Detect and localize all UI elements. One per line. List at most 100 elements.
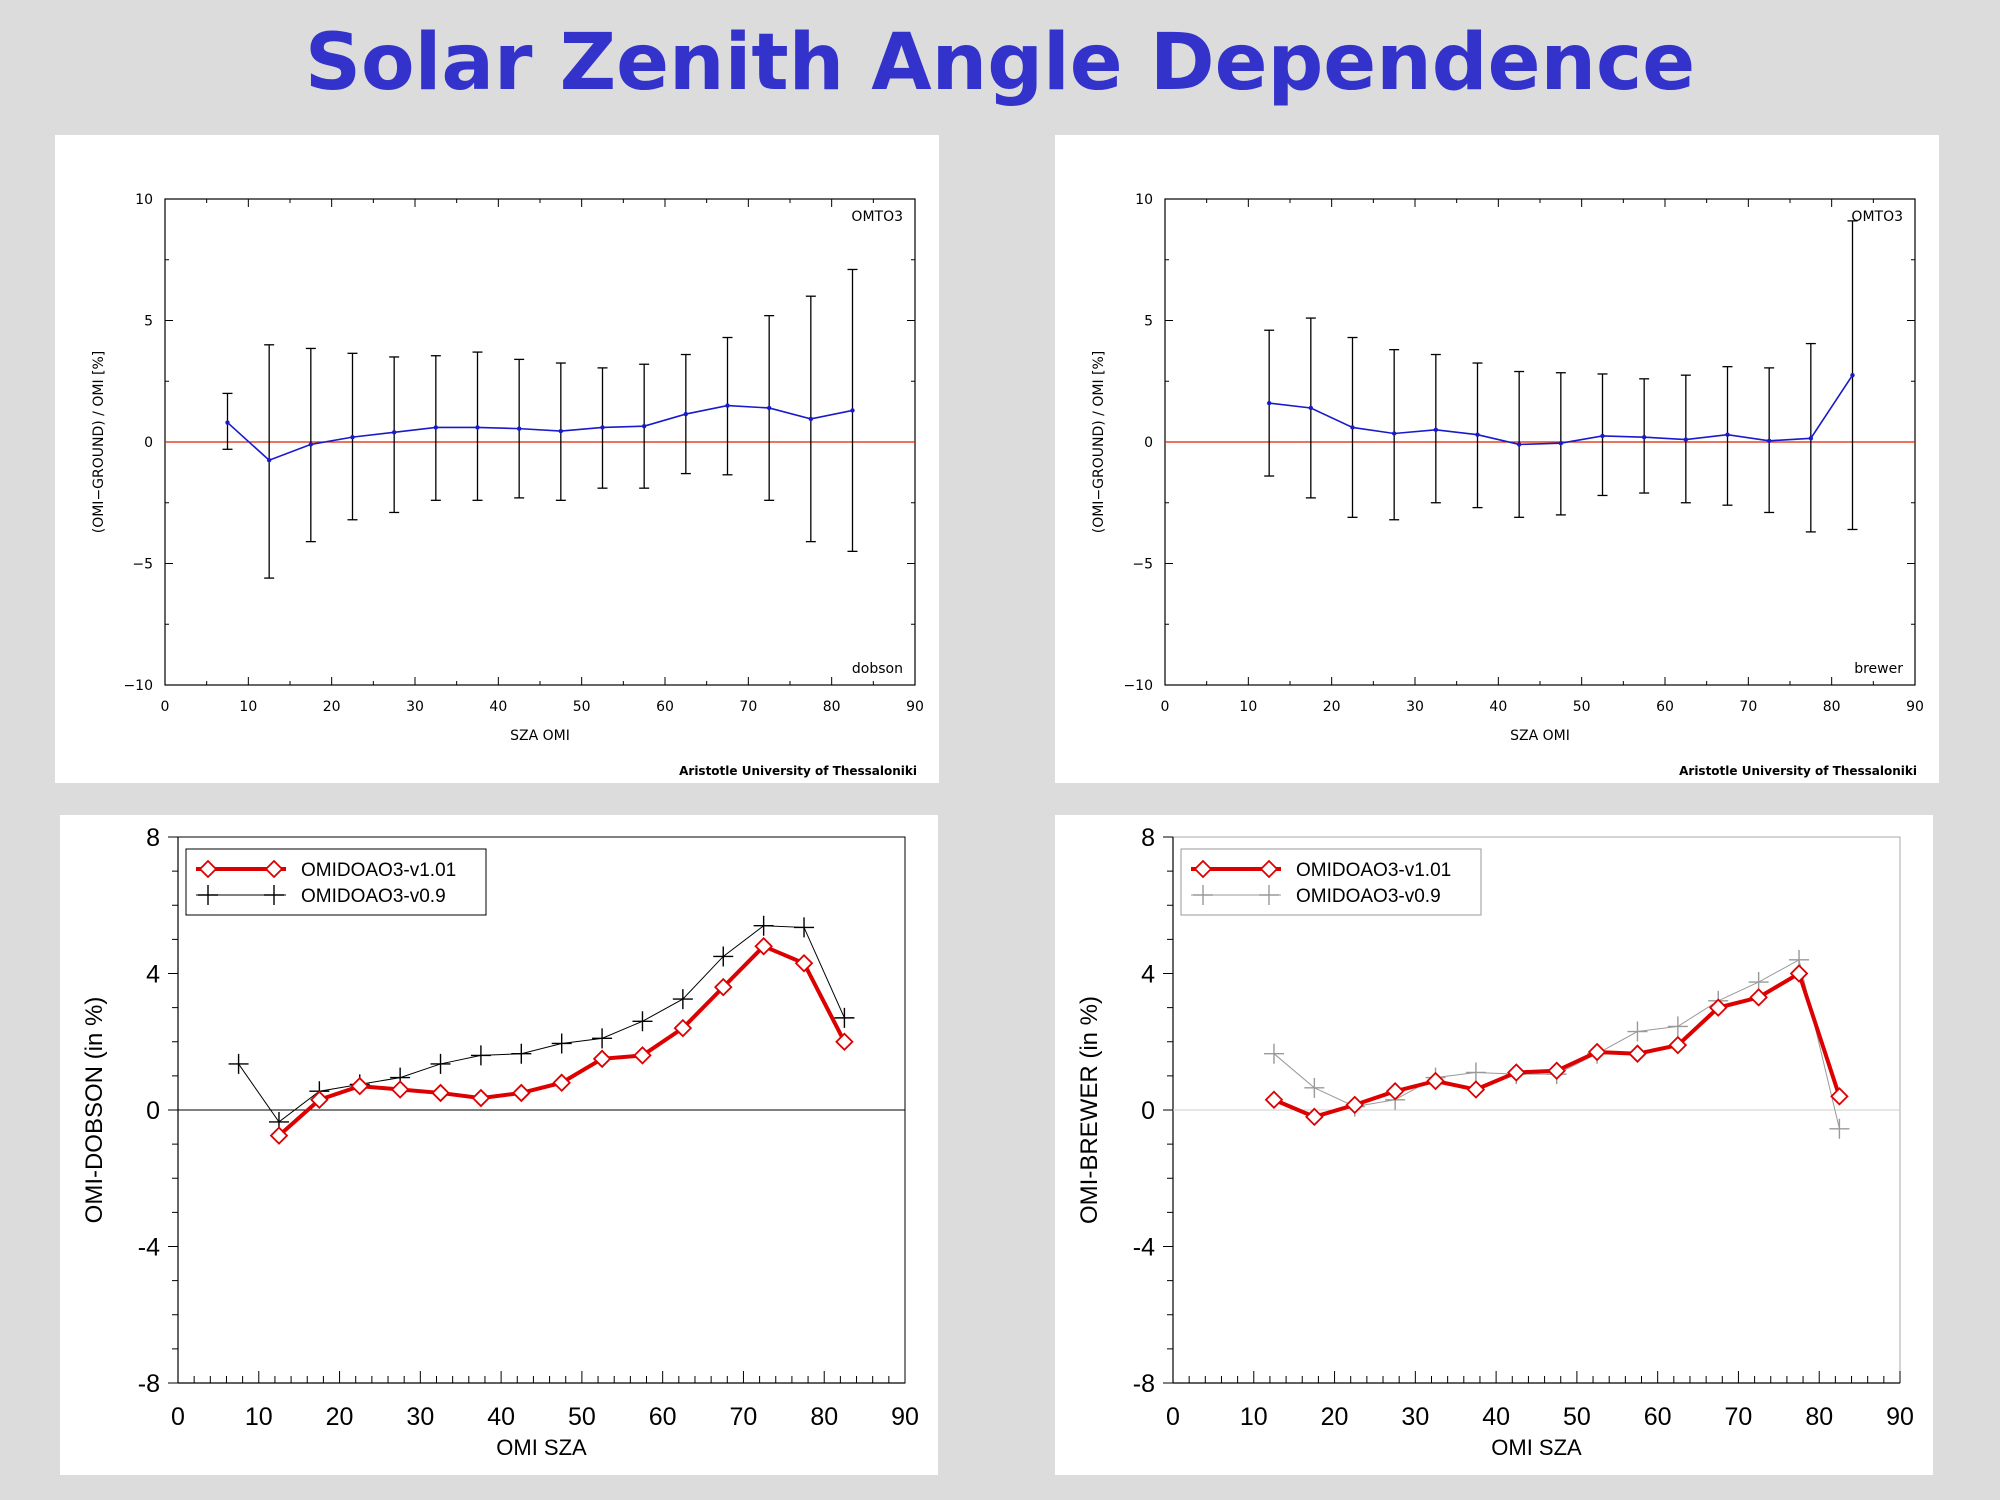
x-tick-label: 0 [171,1403,185,1431]
x-tick-label: 80 [810,1403,838,1431]
v101-point [350,1076,370,1096]
v101-point [673,1018,693,1038]
v101-point [1385,1081,1405,1101]
x-tick-label: 60 [649,1403,677,1431]
x-tick-label: 70 [1725,1403,1753,1431]
v101-point [1507,1063,1526,1082]
legend-label: OMIDOAO3-v0.9 [301,886,446,907]
v101-point [1466,1080,1486,1099]
mean-point [1850,372,1855,378]
y-axis-label: (OMI−GROUND) / OMI [%] [1091,351,1107,534]
x-tick-label: 90 [906,699,924,715]
v09-series-line [238,925,845,1123]
x-tick-label: 0 [161,699,170,715]
x-tick-label: 40 [489,699,507,715]
mean-point [1766,438,1772,443]
legend-label: OMIDOAO3-v1.01 [1296,860,1451,881]
x-tick-label: 10 [239,699,257,715]
v09-point [592,1028,613,1049]
v101-point [1547,1061,1566,1081]
x-tick-label: 70 [1739,699,1757,715]
brewer-errorbar-panel: 0 10 20 30 40 50 60 70 80 90 −10 −5 0 5 10 OMTO3 brewer S… [1055,135,1939,783]
mean-point [1350,425,1355,430]
y-tick-label: 0 [146,1097,160,1125]
v101-point [1345,1095,1365,1115]
v101-point [1749,988,1768,1007]
mean-point [1683,437,1689,442]
x-tick-label: 10 [1239,699,1257,715]
y-tick-label: −5 [1132,557,1153,573]
mean-point [225,420,230,425]
v101-point [1708,998,1728,1017]
x-tick-label: 0 [1161,699,1170,715]
product-label: OMTO3 [851,209,903,225]
dobson-versions-panel: 0 10 20 30 40 50 60 70 80 90 -8 -4 0 4 8 OMIDOAO3-v1.01… [60,815,938,1475]
x-tick-label: 50 [1573,699,1591,715]
y-tick-label: −10 [123,678,153,694]
y-tick-label: 10 [1135,192,1153,208]
legend-marker [1259,859,1279,879]
footer-credit: Aristotle University of Thessaloniki [679,764,917,778]
x-tick-label: 80 [1805,1403,1833,1431]
y-tick-label: 5 [1144,314,1153,330]
legend-box [1180,848,1482,916]
product-label: OMTO3 [1851,209,1903,225]
x-tick-label: 20 [323,699,341,715]
v101-point [269,1126,289,1145]
v09-point [1263,1043,1284,1064]
dobson-errorbar-panel: 0 10 20 30 40 50 60 70 80 90 −10 −5 0 5 10 OMTO3 dobson S… [55,135,939,783]
x-tick-label: 60 [1656,699,1674,715]
y-tick-label: 5 [144,314,153,330]
x-tick-label: 50 [568,1403,596,1431]
mean-point [766,405,772,411]
v101-point [633,1046,652,1065]
x-tick-label: 70 [739,699,757,715]
v101-point [1305,1107,1324,1127]
x-tick-label: 0 [1166,1403,1180,1431]
mean-point [1308,405,1314,411]
v101-point [512,1083,531,1103]
v101-point [1668,1035,1688,1055]
y-axis-label: OMI-DOBSON (in %) [81,997,108,1224]
mean-point [475,425,480,430]
mean-point [350,434,355,440]
mean-point [600,425,605,430]
x-tick-label: 60 [656,699,674,715]
mean-point [725,403,730,408]
x-tick-label: 30 [1401,1403,1429,1431]
x-tick-label: 10 [245,1403,273,1431]
mean-point [1266,400,1272,406]
x-tick-label: 30 [406,1403,434,1431]
x-tick-label: 50 [1563,1403,1591,1431]
v09-point [1829,1118,1850,1139]
v101-point [431,1083,450,1103]
legend-label: OMIDOAO3-v1.01 [301,860,456,881]
legend-marker [198,859,218,879]
x-tick-label: 80 [1823,699,1841,715]
v101-point [390,1080,410,1099]
v09-point [511,1043,532,1064]
y-tick-label: 4 [1141,961,1155,989]
y-tick-label: -8 [1133,1370,1155,1398]
mean-point [850,408,855,413]
v101-point [794,953,814,973]
y-tick-label: −10 [1123,678,1153,694]
x-axis-label: SZA OMI [510,728,570,744]
y-axis-label: OMI-BREWER (in %) [1076,996,1103,1224]
v101-point [835,1032,854,1052]
v09-point [551,1033,572,1054]
v101-point [1628,1044,1647,1063]
x-tick-label: 30 [1406,699,1424,715]
v09-point [753,915,774,936]
v09-point [1465,1062,1486,1083]
brewer-versions-chart: 0 10 20 30 40 50 60 70 80 90 -8 -4 0 4 8 OMIDOAO3-v1.01… [1076,824,1914,1460]
x-tick-label: 20 [326,1403,354,1431]
legend-marker [264,859,284,879]
mean-point [683,411,689,417]
v101-point [552,1073,571,1092]
v09-point [794,917,815,938]
x-tick-label: 40 [1482,1403,1510,1431]
mean-point [391,430,397,435]
mean-point [1516,442,1522,447]
y-tick-label: 0 [144,435,153,451]
